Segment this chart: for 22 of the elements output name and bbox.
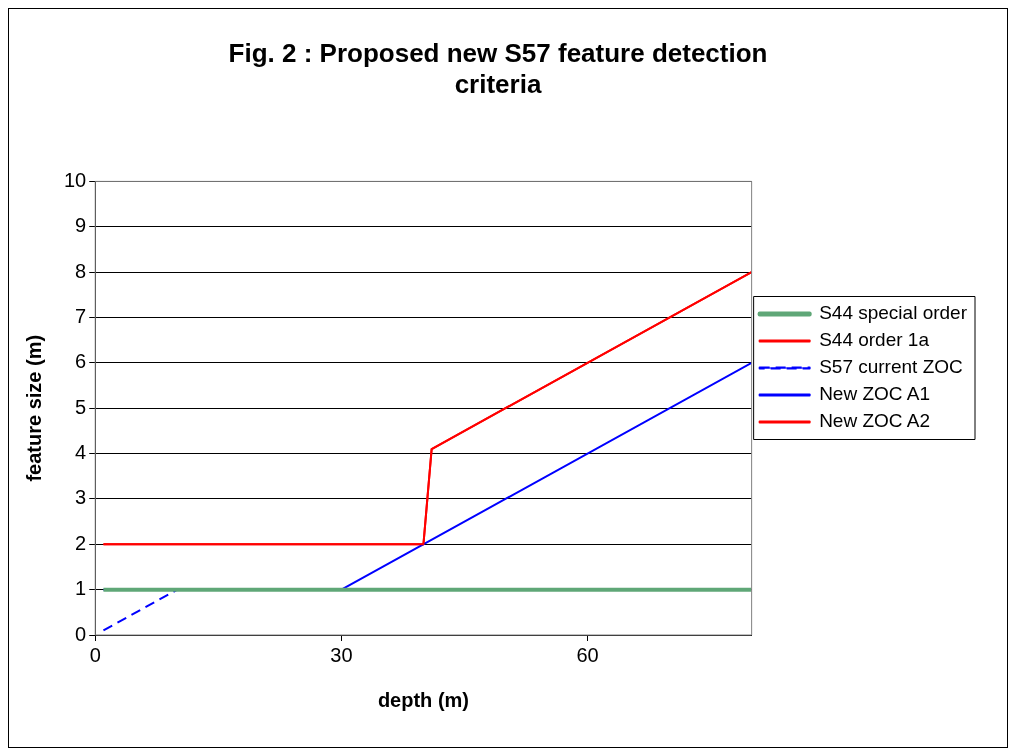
y-tick-label: 4	[75, 441, 87, 464]
y-axis-title: feature size (m)	[22, 334, 45, 482]
y-tick-label: 1	[75, 577, 87, 600]
legend-label: S44 order 1a	[819, 329, 930, 351]
chart-title: Fig. 2 : Proposed new S57 feature detection criteria	[228, 37, 768, 99]
y-tick-label: 10	[64, 168, 87, 191]
legend-label: S44 special order	[819, 302, 968, 324]
x-tick-label: 30	[330, 643, 353, 666]
y-tick-label: 2	[75, 531, 87, 554]
y-tick-label: 6	[75, 350, 87, 373]
y-tick-label: 9	[75, 214, 87, 237]
legend-label: New ZOC A2	[819, 410, 931, 432]
legend-label: New ZOC A1	[819, 383, 931, 405]
legend-label: S57 current ZOC	[819, 356, 963, 378]
y-tick-label: 7	[75, 305, 87, 327]
x-axis-title: depth (m)	[377, 688, 469, 711]
y-tick-label: 5	[75, 395, 87, 418]
x-tick-label: 60	[576, 643, 599, 666]
y-tick-label: 0	[75, 622, 87, 645]
x-tick-label: 0	[89, 643, 101, 666]
y-tick-label: 8	[75, 259, 87, 282]
y-tick-label: 3	[75, 486, 87, 509]
